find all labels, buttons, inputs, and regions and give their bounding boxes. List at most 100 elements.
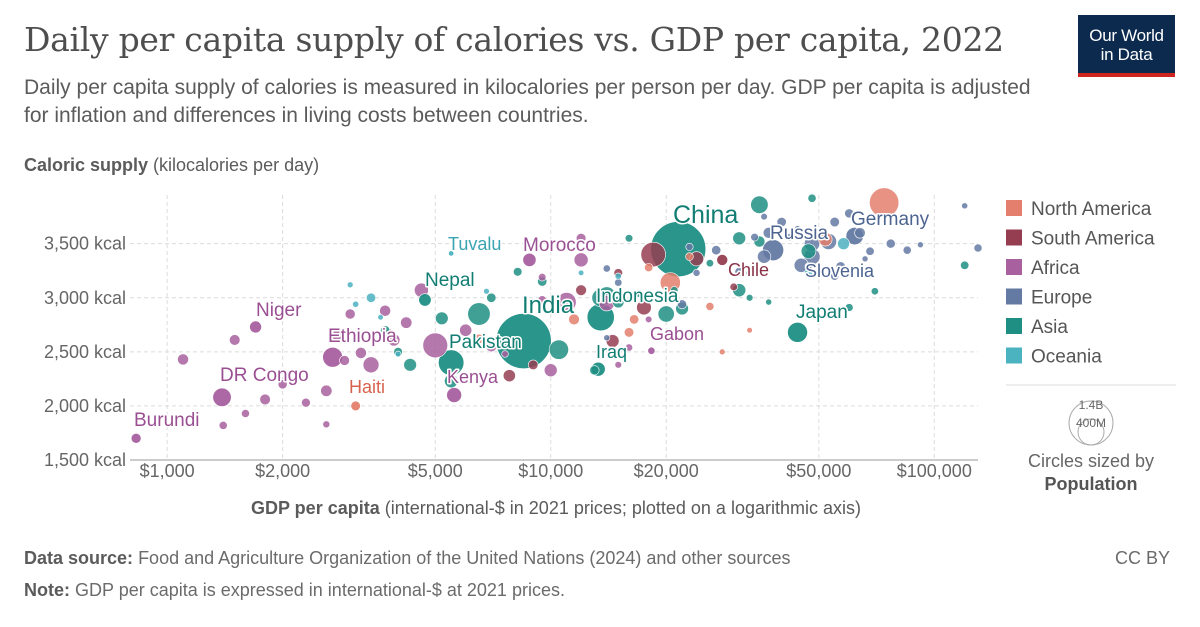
- data-point: [765, 298, 773, 306]
- data-point: [339, 355, 350, 366]
- legend-item-africa[interactable]: Africa: [1006, 258, 1080, 279]
- data-point: [854, 227, 866, 239]
- data-point: [379, 304, 391, 317]
- data-point: [229, 334, 241, 346]
- data-point: [718, 348, 726, 356]
- data-point: [320, 384, 333, 397]
- legend-item-north-america[interactable]: North America: [1006, 199, 1152, 220]
- legend-label: Asia: [1031, 317, 1068, 338]
- data-point: [277, 379, 288, 390]
- data-point: [961, 202, 969, 210]
- data-point: [960, 260, 970, 270]
- data-point: [734, 267, 744, 277]
- data-point: [459, 323, 473, 337]
- x-tick-label: $2,000: [255, 461, 310, 481]
- y-tick-label: 2,500 kcal: [44, 342, 126, 362]
- data-point: [352, 300, 360, 308]
- y-tick-label: 3,500 kcal: [44, 234, 126, 254]
- data-point: [575, 284, 587, 296]
- data-point: [629, 314, 640, 325]
- data-point: [301, 397, 311, 408]
- data-point: [603, 334, 611, 342]
- license-link[interactable]: CC BY: [1114, 548, 1170, 568]
- data-point: [865, 246, 875, 256]
- data-point: [729, 282, 738, 292]
- data-point: [762, 227, 775, 239]
- legend-label: South America: [1031, 229, 1155, 250]
- data-point: [869, 187, 900, 218]
- point-india: [495, 313, 552, 369]
- label-niger: Niger: [256, 300, 302, 321]
- x-tick-label: $100,000: [897, 461, 972, 481]
- data-point: [692, 269, 701, 277]
- x-tick-label: $1,000: [140, 461, 195, 481]
- note-line: Note: GDP per capita is expressed in int…: [24, 580, 565, 601]
- data-point: [800, 243, 817, 259]
- data-point: [502, 369, 516, 383]
- data-point: [331, 328, 346, 343]
- y-axis-title-rest: (kilocalories per day): [148, 155, 319, 175]
- data-point: [366, 292, 377, 303]
- data-point: [355, 347, 367, 359]
- data-point: [259, 393, 271, 406]
- data-point: [614, 272, 622, 280]
- data-point: [543, 363, 558, 377]
- legend-item-oceania[interactable]: Oceania: [1006, 347, 1102, 368]
- data-point: [757, 249, 772, 264]
- data-point: [837, 237, 850, 250]
- data-point: [705, 259, 714, 268]
- data-point: [732, 231, 746, 246]
- data-point: [745, 268, 754, 277]
- data-point: [322, 420, 331, 429]
- legend-swatch: [1006, 229, 1022, 246]
- x-axis-title-bold: GDP per capita: [251, 498, 381, 518]
- data-point: [568, 313, 580, 326]
- data-point: [917, 241, 924, 249]
- data-point: [403, 358, 417, 372]
- point-kenya: [446, 387, 462, 403]
- legend-swatch: [1006, 288, 1022, 305]
- data-point: [685, 242, 694, 251]
- x-tick-label: $5,000: [408, 461, 463, 481]
- label-kenya: Kenya: [447, 367, 499, 387]
- label-burundi: Burundi: [134, 410, 200, 431]
- data-source-line: Data source: Food and Agriculture Organi…: [24, 548, 790, 569]
- scatter-chart: 1,500 kcal 2,000 kcal 2,500 kcal 3,000 kcal…: [24, 155, 1176, 518]
- data-point: [513, 267, 523, 277]
- logo-line-1: Our World: [1089, 26, 1164, 45]
- owid-logo[interactable]: Our World in Data: [1078, 15, 1175, 77]
- data-point: [218, 421, 228, 430]
- label-china: China: [673, 201, 738, 229]
- data-point: [486, 292, 497, 303]
- data-point: [640, 241, 666, 268]
- logo-line-2: in Data: [1100, 45, 1153, 64]
- data-point: [527, 359, 539, 371]
- data-point: [830, 271, 840, 281]
- data-point: [776, 217, 787, 228]
- data-point: [538, 273, 547, 282]
- data-point: [483, 288, 490, 295]
- label-tuvalu: Tuvalu: [448, 234, 501, 254]
- point-haiti: [350, 400, 361, 412]
- legend-item-europe[interactable]: Europe: [1006, 288, 1092, 309]
- data-point: [750, 195, 769, 214]
- data-point: [444, 373, 459, 389]
- data-point: [377, 314, 384, 321]
- legend-item-south-america[interactable]: South America: [1006, 229, 1155, 250]
- data-point: [844, 208, 855, 219]
- data-point: [807, 193, 817, 203]
- legend-label: North America: [1031, 199, 1152, 220]
- point-tuvalu: [448, 250, 455, 257]
- data-point: [602, 264, 611, 273]
- point-burundi: [130, 433, 142, 444]
- data-point: [485, 340, 497, 353]
- legend-swatch: [1006, 318, 1022, 334]
- size-legend-small-label: 400M: [1076, 416, 1106, 430]
- label-iraq: Iraq: [596, 342, 627, 362]
- y-axis-title-bold: Caloric supply: [24, 155, 148, 175]
- x-tick-label: $50,000: [786, 461, 851, 481]
- data-point: [346, 281, 354, 289]
- legend-item-asia[interactable]: Asia: [1006, 317, 1068, 338]
- data-point: [885, 238, 896, 249]
- data-point: [636, 299, 652, 316]
